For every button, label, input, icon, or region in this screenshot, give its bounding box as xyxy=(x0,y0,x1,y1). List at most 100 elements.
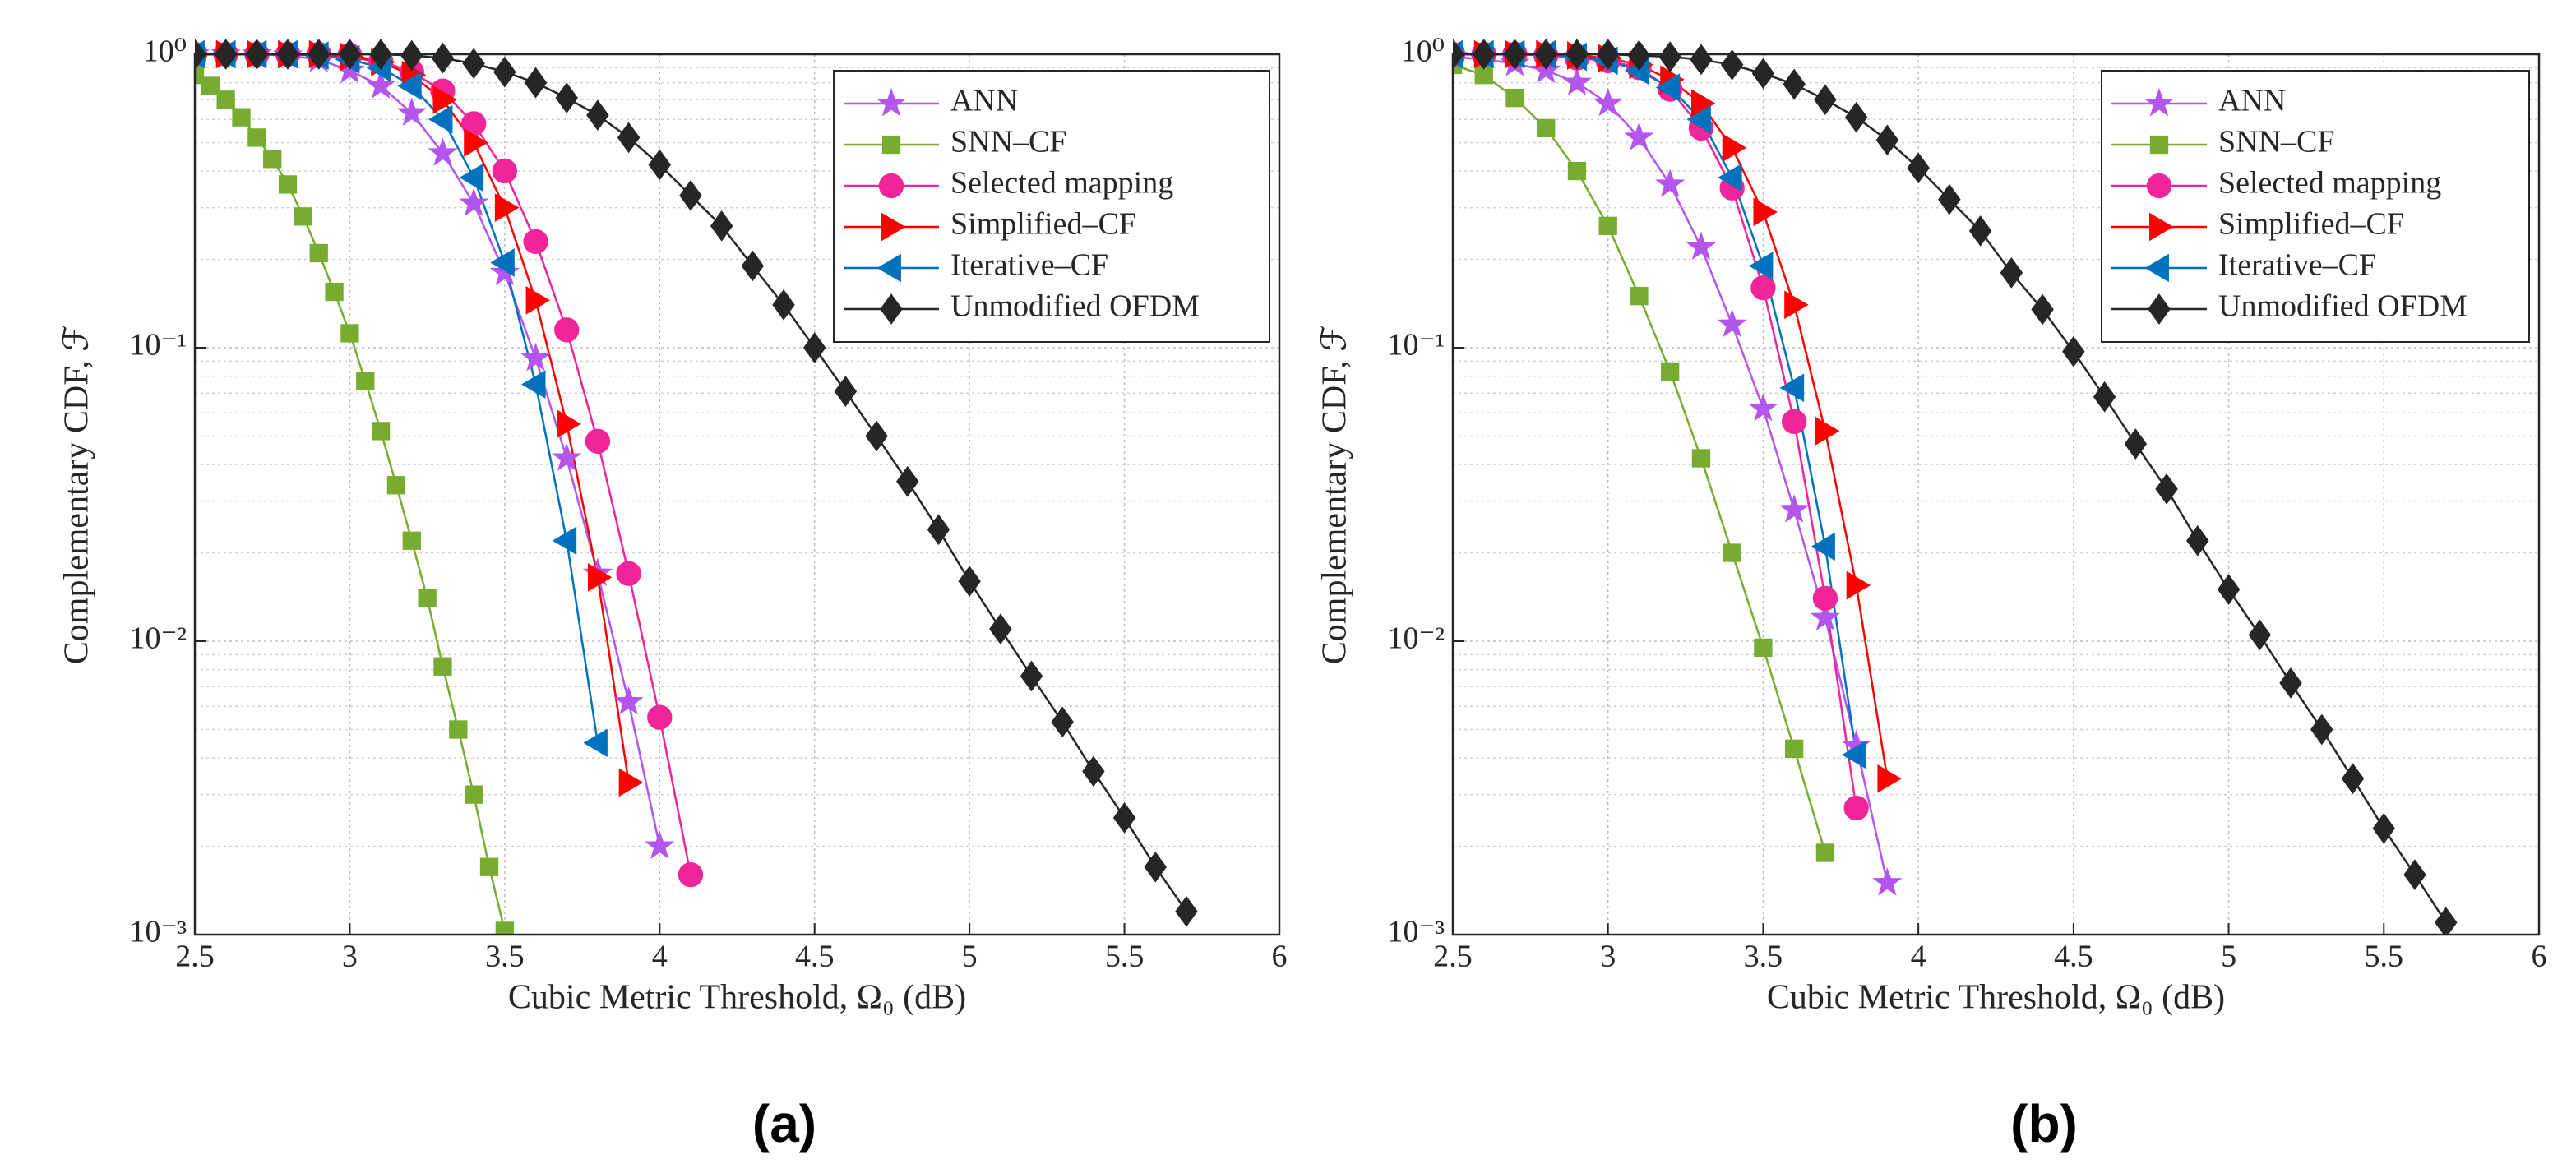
marker xyxy=(2031,293,2054,326)
marker xyxy=(1020,660,1043,692)
marker xyxy=(1815,417,1840,446)
x-tick-label: 4.5 xyxy=(2054,940,2093,974)
marker xyxy=(896,465,919,497)
marker xyxy=(1750,275,1776,301)
marker xyxy=(520,342,551,372)
marker xyxy=(309,243,328,263)
marker xyxy=(1783,68,1806,100)
marker xyxy=(201,76,220,95)
marker xyxy=(989,613,1012,645)
legend-label: Iterative–CF xyxy=(950,248,1108,283)
marker xyxy=(616,561,641,586)
legend-label: Unmodified OFDM xyxy=(2218,289,2467,324)
marker xyxy=(489,256,520,286)
marker xyxy=(1686,104,1711,134)
marker xyxy=(1175,895,1198,927)
marker xyxy=(2248,619,2272,651)
marker xyxy=(2279,667,2302,699)
x-tick-label: 3 xyxy=(1600,940,1616,974)
marker xyxy=(1810,602,1841,631)
marker xyxy=(278,175,298,194)
marker xyxy=(741,250,765,282)
marker xyxy=(1112,802,1136,834)
marker xyxy=(428,104,453,134)
y-tick-label: 10⁻¹ xyxy=(130,328,187,363)
legend-marker xyxy=(876,87,907,117)
marker xyxy=(1811,532,1835,561)
marker xyxy=(647,704,673,730)
marker xyxy=(613,686,644,715)
marker xyxy=(1598,216,1617,236)
marker xyxy=(1718,163,1742,192)
marker xyxy=(1938,183,1961,215)
x-tick-label: 5.5 xyxy=(2365,940,2404,974)
y-tick-label: 10⁻² xyxy=(130,621,187,656)
marker xyxy=(772,289,795,321)
marker xyxy=(1846,570,1871,600)
legend-label: Selected mapping xyxy=(2218,166,2441,201)
marker xyxy=(1655,169,1686,197)
chart: 2.5 3 3.5 4 4.5 5 5.5 6 10⁻³ 10⁻² 10⁻¹ 10⁰ Cubic Met… xyxy=(58,35,1288,1153)
data-layer xyxy=(1453,39,2458,935)
marker xyxy=(618,768,644,797)
x-tick-label: 3 xyxy=(342,940,358,974)
marker xyxy=(1872,867,1903,896)
marker xyxy=(1655,73,1681,102)
marker xyxy=(340,324,359,343)
marker xyxy=(433,657,452,676)
marker xyxy=(449,720,468,739)
marker xyxy=(2000,256,2023,289)
marker xyxy=(958,566,981,598)
marker xyxy=(1691,449,1711,468)
marker xyxy=(617,122,641,154)
x-tick-label: 2.5 xyxy=(1433,940,1473,974)
y-tick-label: 10⁰ xyxy=(1401,35,1445,69)
legend-marker xyxy=(878,173,904,199)
legend-label: Iterative–CF xyxy=(2218,248,2376,283)
marker xyxy=(1907,152,1930,184)
marker xyxy=(587,563,613,592)
marker xyxy=(492,158,518,184)
marker xyxy=(552,526,577,556)
caption: (b) xyxy=(2010,1094,2078,1153)
marker xyxy=(2403,859,2426,891)
marker xyxy=(1720,49,1744,81)
marker xyxy=(2155,473,2178,505)
marker xyxy=(462,48,485,80)
marker xyxy=(294,207,313,226)
plot-frame xyxy=(193,53,1281,936)
marker xyxy=(1593,87,1623,117)
y-axis-label: Complementary CDF, ℱ xyxy=(1316,325,1354,664)
marker xyxy=(2186,524,2209,556)
marker xyxy=(325,282,344,302)
x-tick-label: 3.5 xyxy=(485,940,525,974)
marker xyxy=(1814,84,1837,116)
x-tick-label: 2.5 xyxy=(175,940,215,974)
legend-label: SNN–CF xyxy=(2218,125,2335,159)
marker xyxy=(554,317,580,343)
marker xyxy=(2062,335,2085,367)
y-tick-label: 10⁻¹ xyxy=(1388,328,1445,363)
legend-label: Unmodified OFDM xyxy=(950,289,1200,324)
marker xyxy=(232,108,251,127)
marker xyxy=(1627,39,1651,72)
marker xyxy=(418,589,437,607)
marker xyxy=(1968,215,1992,247)
y-axis-label: Complementary CDF, ℱ xyxy=(58,325,96,664)
x-tick-label: 3.5 xyxy=(1744,940,1783,974)
legend-marker xyxy=(2144,87,2175,117)
marker xyxy=(1844,101,1868,133)
marker xyxy=(493,56,516,88)
marker xyxy=(1722,133,1747,163)
legend-marker xyxy=(880,293,903,325)
marker xyxy=(1661,362,1680,381)
marker xyxy=(1754,638,1773,658)
marker xyxy=(1717,308,1747,338)
marker xyxy=(521,370,546,399)
legend-marker xyxy=(881,212,906,242)
marker xyxy=(479,857,499,876)
x-tick-label: 4 xyxy=(1911,940,1926,974)
x-tick-label: 4 xyxy=(652,940,668,974)
marker xyxy=(834,376,858,407)
